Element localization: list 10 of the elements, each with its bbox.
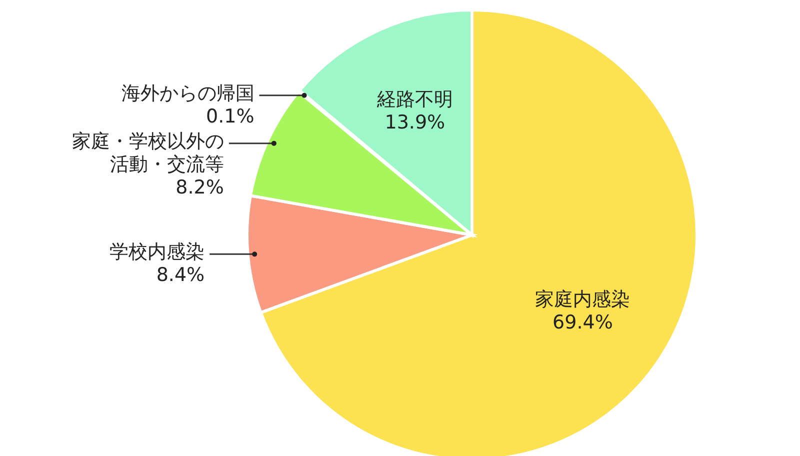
- data-label: 69.4%: [552, 311, 613, 334]
- slice-label: 学校内感染: [110, 241, 205, 264]
- slice-label: 家庭・学校以外の活動・交流等: [72, 130, 224, 176]
- data-label: 8.2%: [176, 176, 224, 198]
- data-label: 0.1%: [206, 105, 254, 128]
- slice-label: 海外からの帰国: [121, 82, 254, 104]
- data-label: 13.9%: [384, 112, 446, 134]
- slice-label: 経路不明: [376, 88, 453, 111]
- data-label: 8.4%: [156, 264, 205, 286]
- slice-label: 家庭内感染: [535, 288, 630, 310]
